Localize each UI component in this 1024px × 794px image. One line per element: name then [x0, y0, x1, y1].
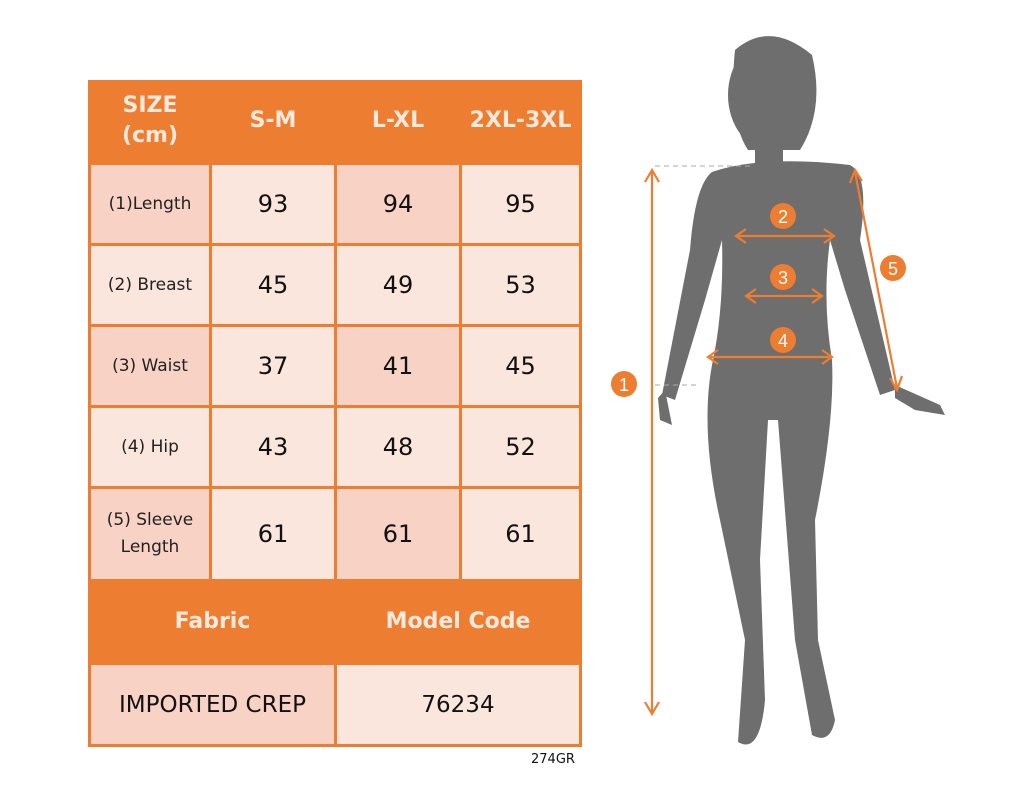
header-size: SIZE (cm) [88, 80, 212, 165]
row-label: (3) Waist [88, 327, 212, 408]
marker-5 [880, 255, 906, 281]
table-row: (4) Hip 43 48 52 [88, 408, 582, 489]
sleeve-arrow [853, 171, 899, 389]
marker-4-label: 4 [778, 331, 788, 351]
size-value-cell: 43 [212, 408, 337, 489]
row-label: (4) Hip [88, 408, 212, 489]
row-label: (5) Sleeve Length [88, 489, 212, 582]
marker-5-label: 5 [888, 259, 898, 279]
marker-2-label: 2 [778, 207, 788, 227]
marker-4 [770, 327, 796, 353]
table-row: (3) Waist 37 41 45 [88, 327, 582, 408]
measurement-arrows [644, 167, 904, 717]
fabric-value: IMPORTED CREP [88, 665, 337, 747]
model-code-value: 76234 [337, 665, 582, 747]
table-row: (1)Length 93 94 95 [88, 165, 582, 246]
size-value-cell: 61 [462, 489, 582, 582]
marker-2 [770, 203, 796, 229]
size-value-cell: 61 [212, 489, 337, 582]
caption: 274GR [531, 752, 575, 767]
size-value-cell: 45 [212, 246, 337, 327]
size-value-cell: 37 [212, 327, 337, 408]
header-size-line2: (cm) [121, 123, 179, 148]
size-value-cell: 53 [462, 246, 582, 327]
row-label-line1: (5) Sleeve [106, 510, 194, 530]
row-label-line2: Length [120, 537, 180, 557]
markers: 1 2 3 4 5 [611, 203, 906, 397]
marker-3-label: 3 [778, 268, 788, 288]
marker-1-label: 1 [619, 375, 629, 395]
header-size-line1: SIZE [122, 93, 178, 118]
size-value-cell: 95 [462, 165, 582, 246]
header-l-xl: L-XL [337, 80, 462, 165]
table-row: (5) Sleeve Length 61 61 61 [88, 489, 582, 582]
size-value-cell: 52 [462, 408, 582, 489]
fabric-value-row: IMPORTED CREP 76234 [88, 665, 582, 747]
size-chart-table: SIZE (cm) S-M L-XL 2XL-3XL (1)Length 93 94 9… [88, 80, 582, 747]
marker-3 [770, 264, 796, 290]
size-value-cell: 49 [337, 246, 462, 327]
model-code-label: Model Code [337, 582, 582, 665]
row-label: (1)Length [88, 165, 212, 246]
header-s-m: S-M [212, 80, 337, 165]
size-value-cell: 61 [337, 489, 462, 582]
silhouette [658, 36, 945, 745]
table-row: (2) Breast 45 49 53 [88, 246, 582, 327]
size-value-cell: 45 [462, 327, 582, 408]
header-2xl-3xl: 2XL-3XL [462, 80, 582, 165]
marker-1 [611, 371, 637, 397]
table-header-row: SIZE (cm) S-M L-XL 2XL-3XL [88, 80, 582, 165]
fabric-label: Fabric [88, 582, 337, 665]
row-label: (2) Breast [88, 246, 212, 327]
size-value-cell: 48 [337, 408, 462, 489]
size-value-cell: 41 [337, 327, 462, 408]
size-value-cell: 93 [212, 165, 337, 246]
fabric-header-row: Fabric Model Code [88, 582, 582, 665]
size-value-cell: 94 [337, 165, 462, 246]
